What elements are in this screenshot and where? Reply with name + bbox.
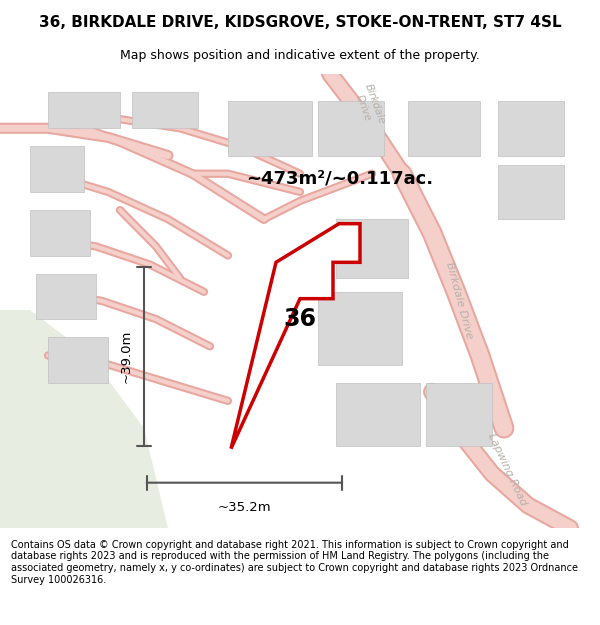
Bar xyxy=(228,101,312,156)
Text: ~39.0m: ~39.0m xyxy=(119,330,133,383)
Text: Map shows position and indicative extent of the property.: Map shows position and indicative extent… xyxy=(120,49,480,62)
Text: Birkdale Drive: Birkdale Drive xyxy=(444,261,474,341)
Text: Lapwing Road: Lapwing Road xyxy=(486,431,528,507)
Text: Birkdale
Drive: Birkdale Drive xyxy=(352,82,386,129)
Text: ~473m²/~0.117ac.: ~473m²/~0.117ac. xyxy=(246,169,433,187)
Bar xyxy=(426,382,492,446)
Bar xyxy=(30,146,84,192)
Text: Contains OS data © Crown copyright and database right 2021. This information is : Contains OS data © Crown copyright and d… xyxy=(11,540,578,584)
Polygon shape xyxy=(231,224,360,449)
Bar xyxy=(498,101,564,156)
Bar xyxy=(48,338,108,382)
Bar xyxy=(336,219,408,278)
Bar xyxy=(336,382,420,446)
Bar xyxy=(30,210,90,256)
Bar xyxy=(36,274,96,319)
Polygon shape xyxy=(0,310,168,528)
Text: 36, BIRKDALE DRIVE, KIDSGROVE, STOKE-ON-TRENT, ST7 4SL: 36, BIRKDALE DRIVE, KIDSGROVE, STOKE-ON-… xyxy=(38,14,562,29)
Text: ~35.2m: ~35.2m xyxy=(218,501,271,514)
Bar xyxy=(498,164,564,219)
Bar xyxy=(318,101,384,156)
Bar xyxy=(132,92,198,128)
Text: 36: 36 xyxy=(284,307,317,331)
Bar xyxy=(48,92,120,128)
Bar xyxy=(318,292,402,364)
Bar xyxy=(408,101,480,156)
